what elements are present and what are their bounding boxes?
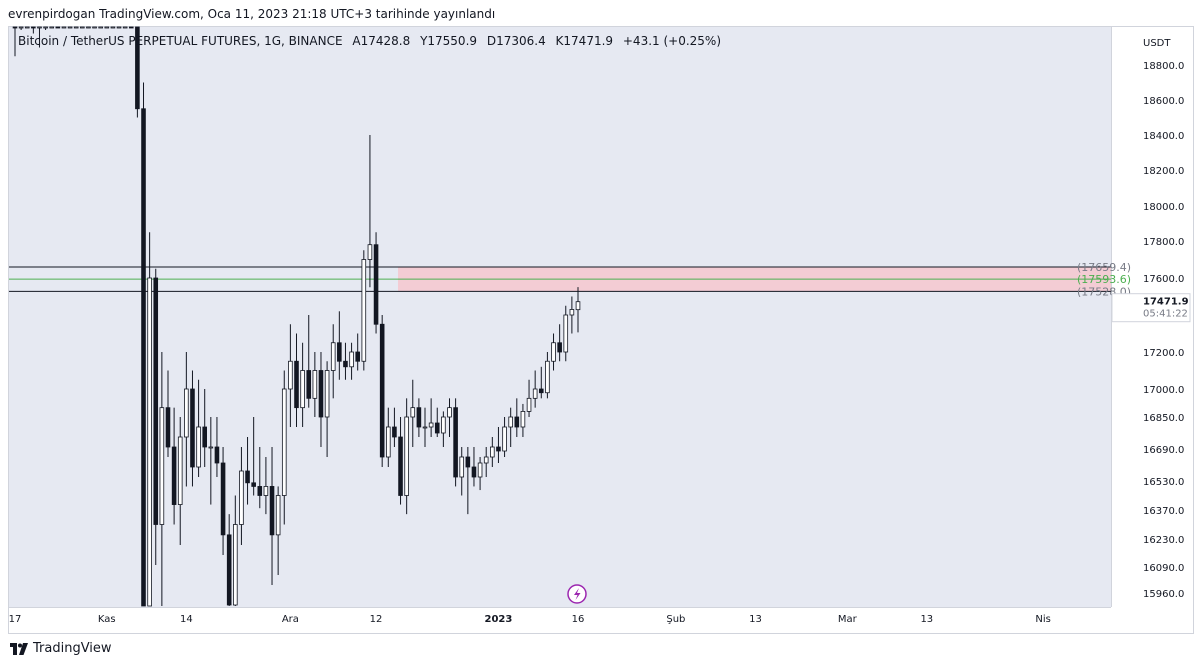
ohlc-high: Y17550.9 [420, 34, 478, 48]
symbol-name[interactable]: Bitcoin / TetherUS PERPETUAL FUTURES, 1G… [18, 34, 343, 48]
price-axis[interactable] [1111, 27, 1192, 607]
ohlc-close: K17471.9 [555, 34, 614, 48]
symbol-legend: Bitcoin / TetherUS PERPETUAL FUTURES, 1G… [18, 34, 727, 48]
ohlc-change: +43.1 (+0.25%) [622, 34, 722, 48]
tradingview-logo-icon [10, 642, 28, 655]
tradingview-brand[interactable]: TradingView [10, 641, 112, 656]
plot-area[interactable] [9, 27, 1111, 607]
ohlc-open: A17428.8 [352, 34, 411, 48]
published-caption: evrenpirdogan TradingView.com, Oca 11, 2… [8, 7, 496, 21]
time-axis[interactable] [9, 607, 1111, 632]
brand-name: TradingView [33, 641, 112, 656]
ohlc-low: D17306.4 [486, 34, 546, 48]
